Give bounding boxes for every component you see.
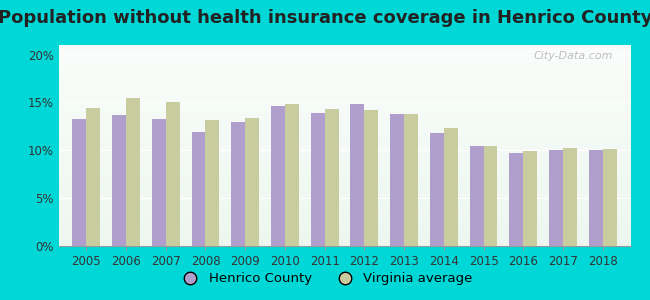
Bar bbox=[390, 114, 404, 246]
Bar bbox=[86, 108, 100, 246]
Bar bbox=[72, 119, 86, 246]
Bar bbox=[563, 148, 577, 246]
Bar bbox=[245, 118, 259, 246]
Bar bbox=[484, 146, 497, 246]
Bar bbox=[166, 102, 179, 246]
Bar bbox=[350, 104, 365, 246]
Bar bbox=[324, 109, 339, 246]
Bar bbox=[589, 150, 603, 246]
Bar bbox=[285, 104, 299, 246]
Bar bbox=[152, 119, 166, 246]
Bar bbox=[231, 122, 245, 246]
Bar bbox=[126, 98, 140, 246]
Bar bbox=[192, 132, 205, 246]
Bar bbox=[469, 146, 484, 246]
Bar bbox=[444, 128, 458, 246]
Bar bbox=[271, 106, 285, 246]
Bar bbox=[404, 114, 418, 246]
Bar bbox=[112, 115, 126, 246]
Bar bbox=[510, 153, 523, 246]
Bar bbox=[549, 150, 563, 246]
Legend: Henrico County, Virginia average: Henrico County, Virginia average bbox=[172, 267, 478, 290]
Bar bbox=[365, 110, 378, 246]
Bar bbox=[603, 149, 617, 246]
Bar bbox=[205, 120, 220, 246]
Bar bbox=[430, 133, 444, 246]
Bar bbox=[311, 113, 324, 246]
Text: Population without health insurance coverage in Henrico County: Population without health insurance cove… bbox=[0, 9, 650, 27]
Text: City-Data.com: City-Data.com bbox=[534, 51, 614, 61]
Bar bbox=[523, 151, 537, 246]
